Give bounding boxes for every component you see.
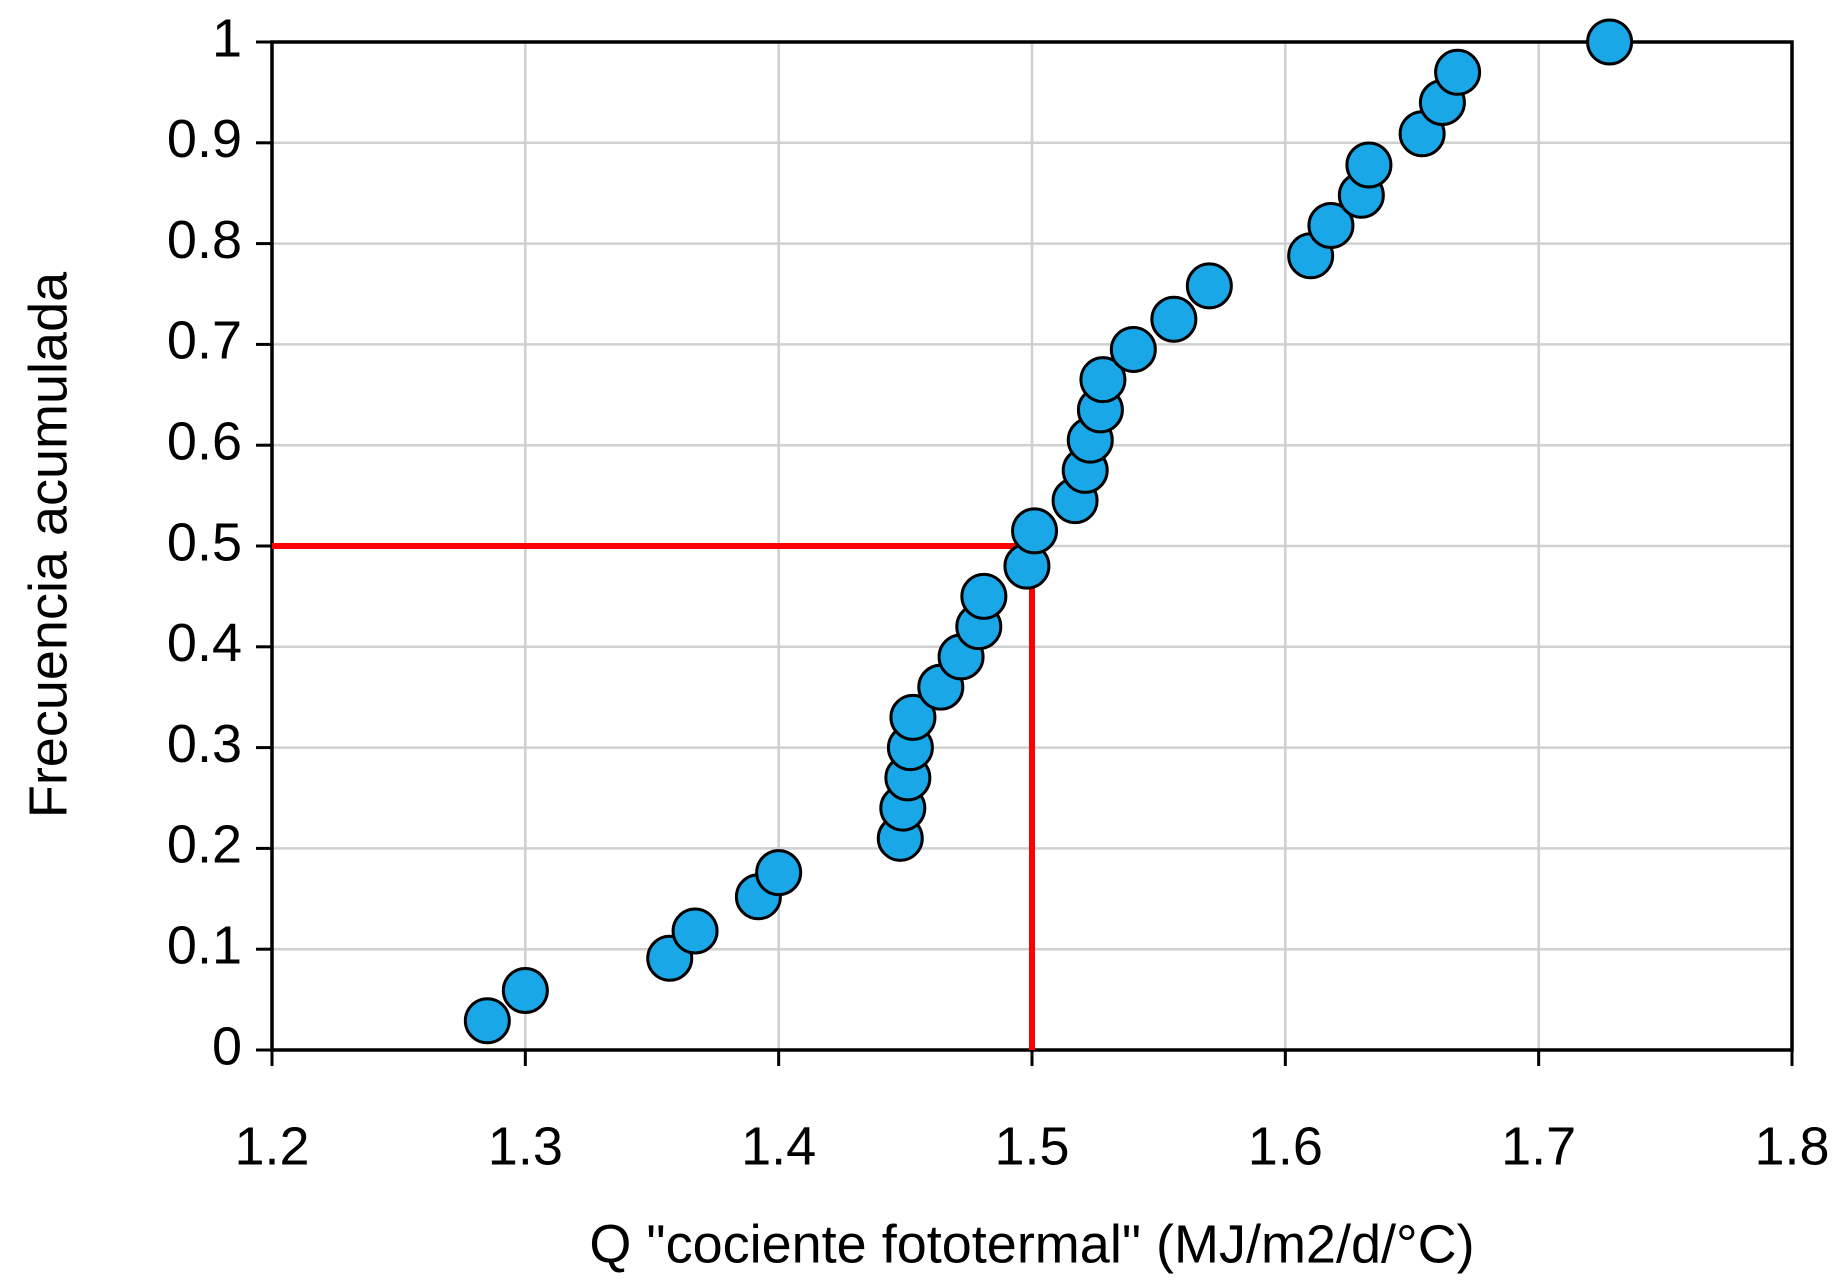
y-tick-label: 0.4 bbox=[167, 613, 242, 673]
point bbox=[463, 997, 511, 1045]
point bbox=[1345, 141, 1393, 189]
y-axis-label: Frecuencia acumulada bbox=[18, 271, 78, 818]
point bbox=[1185, 262, 1233, 310]
y-tick-label: 0.9 bbox=[167, 109, 242, 169]
y-tick-label: 0.3 bbox=[167, 714, 242, 774]
y-tick-label: 0.6 bbox=[167, 411, 242, 471]
y-tick-label: 0 bbox=[212, 1016, 242, 1076]
point bbox=[1307, 201, 1355, 249]
point bbox=[960, 572, 1008, 620]
y-tick-label: 0.7 bbox=[167, 311, 242, 371]
point bbox=[889, 693, 937, 741]
x-axis-label: Q "cociente fototermal" (MJ/m2/d/°C) bbox=[589, 1214, 1474, 1274]
point bbox=[501, 967, 549, 1015]
point bbox=[1150, 295, 1198, 343]
x-tick-label: 1.3 bbox=[488, 1116, 563, 1176]
point bbox=[1586, 18, 1634, 66]
x-tick-label: 1.5 bbox=[994, 1116, 1069, 1176]
x-tick-label: 1.4 bbox=[741, 1116, 816, 1176]
point bbox=[671, 907, 719, 955]
y-tick-label: 0.5 bbox=[167, 512, 242, 572]
y-tick-label: 0.8 bbox=[167, 210, 242, 270]
y-tick-label: 0.1 bbox=[167, 915, 242, 975]
y-tick-label: 0.2 bbox=[167, 815, 242, 875]
point bbox=[1079, 356, 1127, 404]
x-tick-label: 1.2 bbox=[234, 1116, 309, 1176]
x-tick-label: 1.6 bbox=[1248, 1116, 1323, 1176]
x-tick-label: 1.8 bbox=[1754, 1116, 1829, 1176]
point bbox=[755, 849, 803, 897]
y-tick-label: 1 bbox=[212, 8, 242, 68]
point bbox=[1109, 325, 1157, 373]
point bbox=[1434, 48, 1482, 96]
x-tick-label: 1.7 bbox=[1501, 1116, 1576, 1176]
point bbox=[1011, 507, 1059, 555]
